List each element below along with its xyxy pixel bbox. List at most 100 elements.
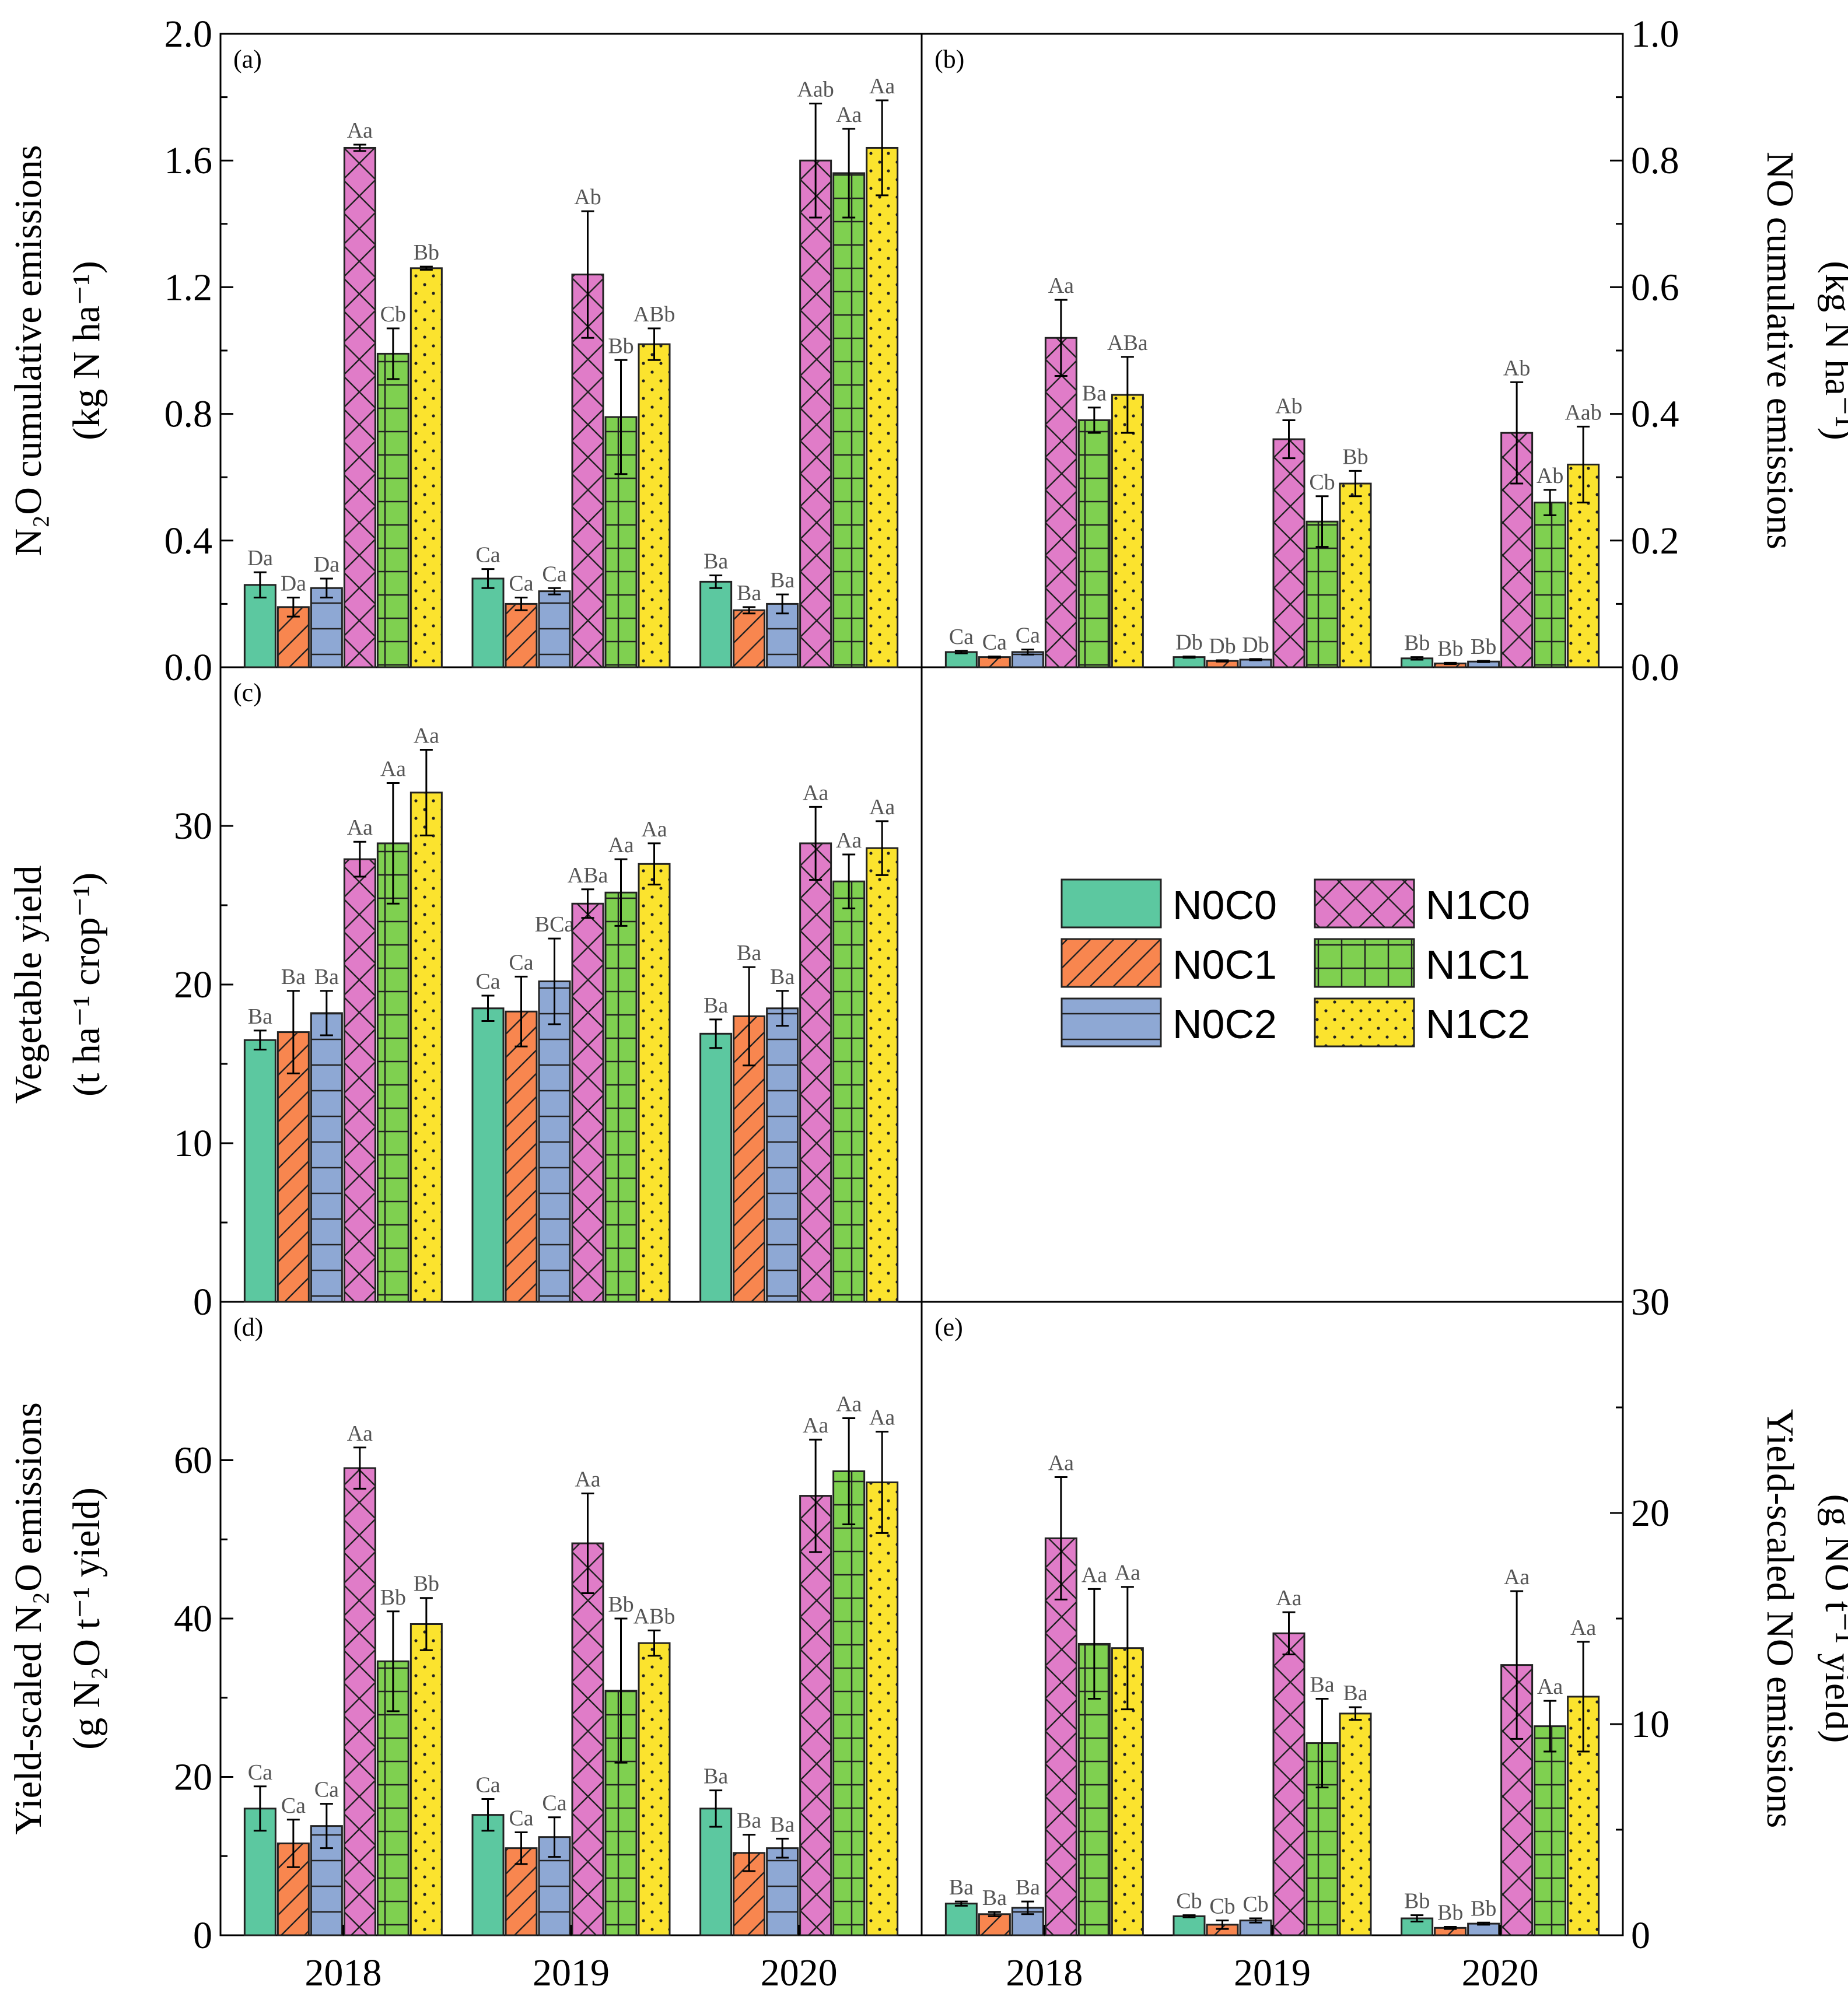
bar-pattern-a-N1C1-2020 [833, 173, 864, 667]
sig-label-d-N0C1-2019: Ca [509, 1806, 533, 1831]
sig-label-c-N0C0-2019: Ca [475, 969, 500, 994]
bar-pattern-e-N0C1-2018 [979, 1914, 1010, 1935]
error-bar-e-N1C0-2019 [1282, 1611, 1296, 1656]
sig-label-d-N0C2-2019: Ca [542, 1791, 566, 1816]
ytick-label-a: 1.6 [164, 139, 213, 182]
bar-pattern-a-N1C0-2019 [572, 274, 603, 667]
sig-label-a-N1C2-2019: ABb [634, 302, 676, 327]
sig-label-d-N0C1-2020: Ba [737, 1809, 761, 1833]
error-bar-c-N0C0-2018 [253, 1029, 267, 1051]
sig-label-e-N0C0-2019: Cb [1176, 1889, 1202, 1914]
sig-label-d-N1C2-2019: ABb [634, 1604, 676, 1628]
sig-label-d-N1C0-2018: Aa [347, 1421, 373, 1446]
sig-label-d-N0C2-2018: Ca [314, 1778, 339, 1802]
ytick-label-d: 40 [174, 1598, 212, 1640]
sig-label-e-N0C1-2020: Bb [1437, 1901, 1463, 1925]
sig-label-c-N1C2-2020: Aa [869, 795, 895, 819]
error-bar-b-N0C0-2019 [1182, 656, 1196, 659]
legend-label-N0C2: N0C2 [1172, 1001, 1277, 1047]
error-bar-a-N1C1-2019 [614, 359, 628, 475]
error-bar-e-N1C0-2018 [1054, 1476, 1068, 1600]
ytick-label-b: 0.4 [1631, 393, 1679, 436]
bar-pattern-d-N1C1-2020 [833, 1471, 864, 1935]
x-label-e-2020: 2020 [1462, 1952, 1539, 1994]
bar-b-N0C0-2019 [1172, 656, 1206, 668]
error-bar-a-N0C1-2018 [286, 597, 300, 618]
bar-e-N0C0-2019 [1172, 1915, 1206, 1936]
bar-a-N0C0-2019 [471, 577, 505, 668]
bar-pattern-c-N0C1-2019 [506, 1011, 537, 1302]
ytick-label-d: 20 [174, 1756, 212, 1799]
sig-label-a-N0C1-2020: Ba [737, 581, 761, 605]
bar-pattern-c-N0C2-2019 [539, 981, 570, 1302]
sig-label-e-N1C1-2020: Aa [1537, 1675, 1563, 1699]
error-bar-d-N1C0-2020 [809, 1438, 822, 1553]
sig-label-e-N0C1-2019: Cb [1209, 1894, 1235, 1919]
panels: (a) 0.0 0.4 0.8 1.2 1.6 2.0 N₂O cumulative emis… [7, 13, 1848, 1994]
sig-label-c-N1C2-2019: Aa [641, 817, 667, 842]
bar-pattern-a-N1C2-2018 [411, 268, 442, 667]
bar-pattern-c-N1C1-2020 [833, 881, 864, 1302]
bar-b-N0C0-2018 [944, 651, 978, 668]
bar-pattern-b-N1C0-2018 [1045, 338, 1077, 667]
ytick-label-c: 30 [174, 805, 212, 847]
sig-label-b-N1C0-2020: Ab [1503, 356, 1530, 380]
error-bar-d-N0C1-2019 [514, 1831, 528, 1865]
error-bar-e-N1C0-2020 [1510, 1590, 1524, 1740]
error-bar-b-N0C2-2018 [1021, 649, 1034, 656]
error-bar-e-N0C1-2019 [1216, 1920, 1229, 1930]
sig-label-b-N1C2-2020: Aab [1564, 400, 1601, 425]
sig-label-e-N1C2-2020: Aa [1570, 1616, 1596, 1640]
sig-label-b-N0C2-2019: Db [1242, 633, 1269, 657]
error-bar-e-N0C2-2019 [1249, 1917, 1262, 1924]
sig-label-a-N1C0-2020: Aab [797, 77, 834, 101]
bar-pattern-e-N1C1-2020 [1534, 1726, 1566, 1935]
sig-label-c-N0C1-2020: Ba [737, 941, 761, 965]
error-bar-b-N1C1-2020 [1544, 489, 1557, 516]
x-label-d-2019: 2019 [533, 1952, 610, 1994]
panel-label-e: (e) [935, 1313, 963, 1341]
sig-label-e-N0C2-2019: Cb [1242, 1892, 1268, 1917]
sig-label-e-N0C1-2018: Ba [982, 1886, 1007, 1910]
bar-pattern-d-N0C2-2020 [766, 1848, 798, 1935]
error-bar-b-N0C2-2019 [1249, 658, 1262, 661]
sig-label-e-N1C0-2020: Aa [1504, 1565, 1530, 1589]
bar-pattern-a-N0C2-2018 [311, 588, 342, 667]
error-bar-d-N1C2-2018 [419, 1597, 433, 1651]
bar-pattern-e-N1C0-2018 [1045, 1538, 1077, 1935]
sig-label-b-N1C2-2019: Bb [1342, 444, 1368, 469]
bar-pattern-a-N1C0-2020 [800, 160, 831, 667]
sig-label-a-N0C0-2019: Ca [475, 543, 500, 568]
error-bar-b-N1C2-2019 [1349, 470, 1362, 498]
error-bar-b-N0C2-2020 [1477, 660, 1490, 663]
error-bar-b-N0C0-2020 [1410, 656, 1424, 661]
sig-label-b-N0C0-2020: Bb [1404, 631, 1430, 656]
error-bar-e-N0C2-2020 [1477, 1921, 1490, 1926]
bar-pattern-a-N1C1-2018 [377, 353, 409, 667]
panel-a: (a) 0.0 0.4 0.8 1.2 1.6 2.0 N₂O cumulative emis… [7, 13, 899, 689]
error-bar-c-N1C1-2018 [386, 782, 400, 905]
sig-label-d-N0C0-2018: Ca [248, 1760, 272, 1785]
error-bar-b-N0C1-2019 [1216, 659, 1229, 663]
sig-label-e-N1C1-2018: Aa [1082, 1563, 1107, 1587]
sig-label-a-N1C0-2018: Aa [347, 118, 373, 143]
sig-label-b-N1C1-2019: Cb [1309, 470, 1335, 495]
error-bar-a-N0C0-2018 [253, 571, 267, 599]
sig-label-c-N1C0-2019: ABa [568, 863, 608, 888]
error-bar-c-N1C2-2018 [419, 748, 433, 836]
sig-label-d-N1C1-2019: Bb [608, 1592, 634, 1617]
bar-a-N0C0-2020 [699, 580, 733, 668]
y-axis-units-d: (g N₂O t⁻¹ yield) [65, 1487, 108, 1750]
sig-label-d-N1C2-2018: Bb [414, 1572, 439, 1596]
sig-label-e-N0C0-2020: Bb [1404, 1889, 1430, 1914]
bar-pattern-b-N1C1-2018 [1079, 420, 1110, 667]
bar-pattern-c-N0C2-2020 [766, 1008, 798, 1302]
sig-label-c-N1C0-2018: Aa [347, 815, 373, 840]
legend: N0C0 N1C0 N0C1 N1C1 N0C2 N1C2 [1060, 878, 1530, 1048]
bar-pattern-b-N1C2-2018 [1112, 395, 1143, 667]
sig-label-c-N0C1-2018: Ba [281, 965, 306, 989]
legend-label-N1C2: N1C2 [1426, 1001, 1530, 1047]
error-bar-e-N1C2-2020 [1577, 1641, 1590, 1753]
sig-label-e-N1C2-2019: Ba [1343, 1681, 1367, 1705]
ytick-label-a: 1.2 [164, 266, 213, 309]
